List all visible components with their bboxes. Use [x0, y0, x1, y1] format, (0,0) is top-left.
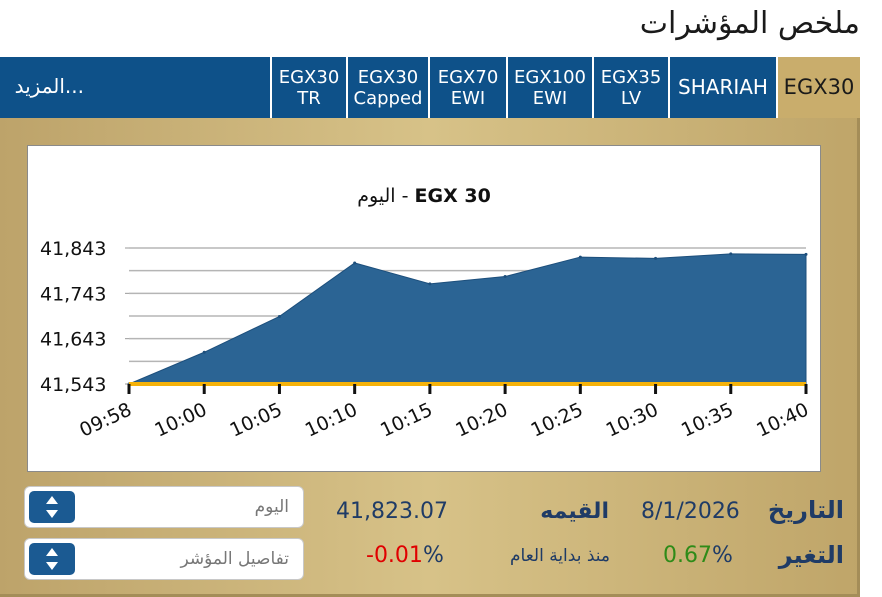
tab-egx70-ewi[interactable]: EGX70 EWI: [428, 57, 506, 118]
data-point: [428, 282, 432, 286]
y-tick-label: 41,543: [40, 374, 106, 396]
page-title: ملخص المؤشرات: [639, 6, 860, 41]
index-area-chart: اليوم - EGX 30 41,543 41,643 41,743 41,843 09…: [40, 185, 812, 442]
change-value: 0.67%: [663, 543, 733, 568]
updown-arrows-icon: [29, 543, 75, 575]
chart-container: اليوم - EGX 30 41,543 41,643 41,743 41,843 09…: [27, 145, 821, 472]
data-point: [277, 314, 281, 318]
chart-title-period: اليوم: [357, 185, 395, 207]
x-tick-label: 10:40: [753, 399, 812, 442]
ytd-percent-sign: %: [422, 543, 444, 568]
y-tick-label: 41,843: [40, 238, 106, 260]
tab-egx30-capped[interactable]: EGX30 Capped: [346, 57, 428, 118]
x-tick-label: 10:20: [452, 399, 511, 442]
updown-arrows-icon: [29, 491, 75, 523]
x-tick-label: 10:25: [528, 399, 587, 442]
date-value: 8/1/2026: [641, 499, 740, 524]
x-tick-label: 10:05: [227, 399, 286, 442]
x-tick-label: 10:00: [151, 399, 210, 442]
tab-shariah[interactable]: SHARIAH: [668, 57, 776, 118]
tab-egx100-ewi-label: EGX100 EWI: [513, 66, 586, 109]
change-number: 0.67: [663, 543, 712, 568]
x-tick-label: 10:30: [603, 399, 662, 442]
tab-egx30-capped-label: EGX30 Capped: [353, 66, 423, 109]
data-point: [578, 255, 582, 259]
tab-more-label: المزيد...: [14, 74, 84, 98]
data-point: [353, 261, 357, 265]
data-point: [654, 256, 658, 260]
tab-shariah-label: SHARIAH: [678, 75, 768, 99]
tab-more[interactable]: المزيد...: [0, 57, 270, 118]
x-tick-label: 09:58: [76, 399, 135, 442]
ytd-number: -0.01: [366, 543, 423, 568]
tab-egx30-tr[interactable]: EGX30 TR: [270, 57, 346, 118]
date-label: التاريخ: [767, 496, 844, 524]
panel-bottom-edge: [0, 594, 860, 597]
chart-title-separator: -: [396, 185, 415, 207]
chart-title-index: EGX 30: [415, 185, 491, 207]
data-point: [503, 275, 507, 279]
change-percent-sign: %: [711, 543, 733, 568]
value-label: القيمه: [540, 499, 609, 524]
tab-egx35-lv-label: EGX35 LV: [600, 66, 662, 109]
index-value: 41,823.07: [336, 499, 448, 524]
tab-egx70-ewi-label: EGX70 EWI: [437, 66, 499, 109]
ytd-value: -0.01%: [366, 543, 444, 568]
details-select[interactable]: تفاصيل المؤشر: [24, 538, 304, 580]
y-tick-label: 41,743: [40, 283, 106, 305]
y-tick-label: 41,643: [40, 329, 106, 351]
tab-egx30-label: EGX30: [783, 75, 855, 99]
period-select-value: اليوم: [254, 497, 289, 517]
data-point: [804, 252, 808, 256]
x-tick-label: 10:10: [302, 399, 361, 442]
panel-edge: [857, 118, 860, 597]
data-point: [202, 350, 206, 354]
change-label: التغير: [778, 541, 844, 569]
tab-egx30-tr-label: EGX30 TR: [278, 66, 340, 109]
tab-egx35-lv[interactable]: EGX35 LV: [592, 57, 668, 118]
tab-egx30[interactable]: EGX30: [776, 57, 860, 118]
index-tab-bar: المزيد... EGX30 TR EGX30 Capped EGX70 EWI E…: [0, 57, 860, 118]
area-series: [128, 253, 807, 385]
data-point: [729, 252, 733, 256]
chart-title: اليوم - EGX 30: [357, 185, 491, 207]
tab-egx100-ewi[interactable]: EGX100 EWI: [506, 57, 592, 118]
details-select-value: تفاصيل المؤشر: [180, 549, 290, 569]
period-select[interactable]: اليوم: [24, 486, 304, 528]
ytd-label: منذ بداية العام: [510, 546, 610, 566]
x-tick-label: 10:15: [377, 399, 436, 442]
x-tick-label: 10:35: [678, 399, 737, 442]
